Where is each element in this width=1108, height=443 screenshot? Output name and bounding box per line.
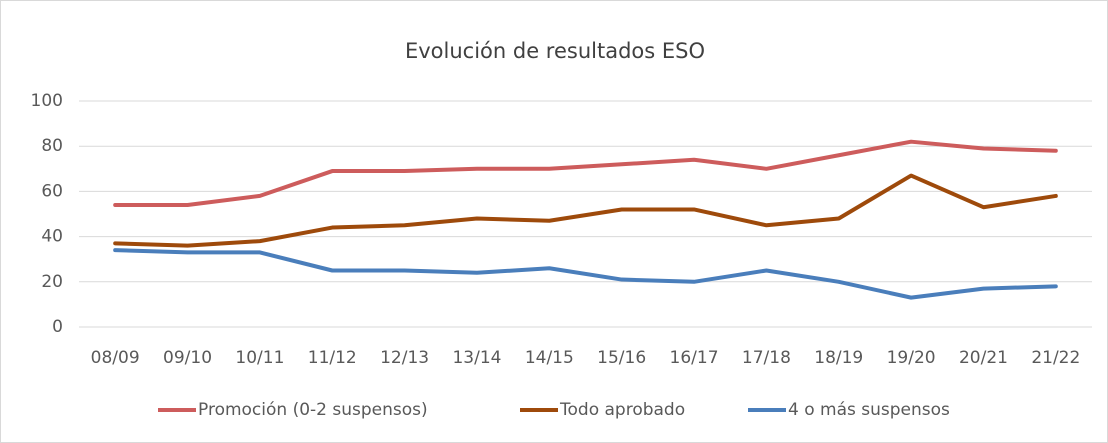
x-tick-label: 08/09 (91, 348, 140, 368)
x-tick-label: 16/17 (670, 348, 719, 368)
x-tick-label: 14/15 (525, 348, 574, 368)
chart-title: Evolución de resultados ESO (405, 39, 705, 63)
y-tick-label: 60 (41, 181, 63, 201)
y-tick-label: 0 (52, 317, 63, 337)
legend-label: 4 o más suspensos (788, 400, 950, 420)
x-tick-label: 21/22 (1031, 348, 1080, 368)
y-tick-label: 20 (41, 272, 63, 292)
x-tick-label: 17/18 (742, 348, 791, 368)
y-tick-label: 40 (41, 227, 63, 247)
legend-label: Todo aprobado (559, 400, 685, 420)
x-tick-label: 13/14 (452, 348, 501, 368)
x-tick-label: 20/21 (959, 348, 1008, 368)
x-tick-label: 10/11 (235, 348, 284, 368)
x-tick-label: 15/16 (597, 348, 646, 368)
y-tick-label: 100 (31, 91, 63, 111)
series-line (113, 173, 1058, 248)
y-tick-label: 80 (41, 136, 63, 156)
x-tick-label: 18/19 (814, 348, 863, 368)
x-tick-label: 09/10 (163, 348, 212, 368)
x-tick-label: 12/13 (380, 348, 429, 368)
series-line (113, 248, 1058, 300)
x-tick-label: 11/12 (308, 348, 357, 368)
x-tick-label: 19/20 (887, 348, 936, 368)
series-line (113, 139, 1058, 207)
legend-label: Promoción (0-2 suspensos) (198, 400, 428, 420)
